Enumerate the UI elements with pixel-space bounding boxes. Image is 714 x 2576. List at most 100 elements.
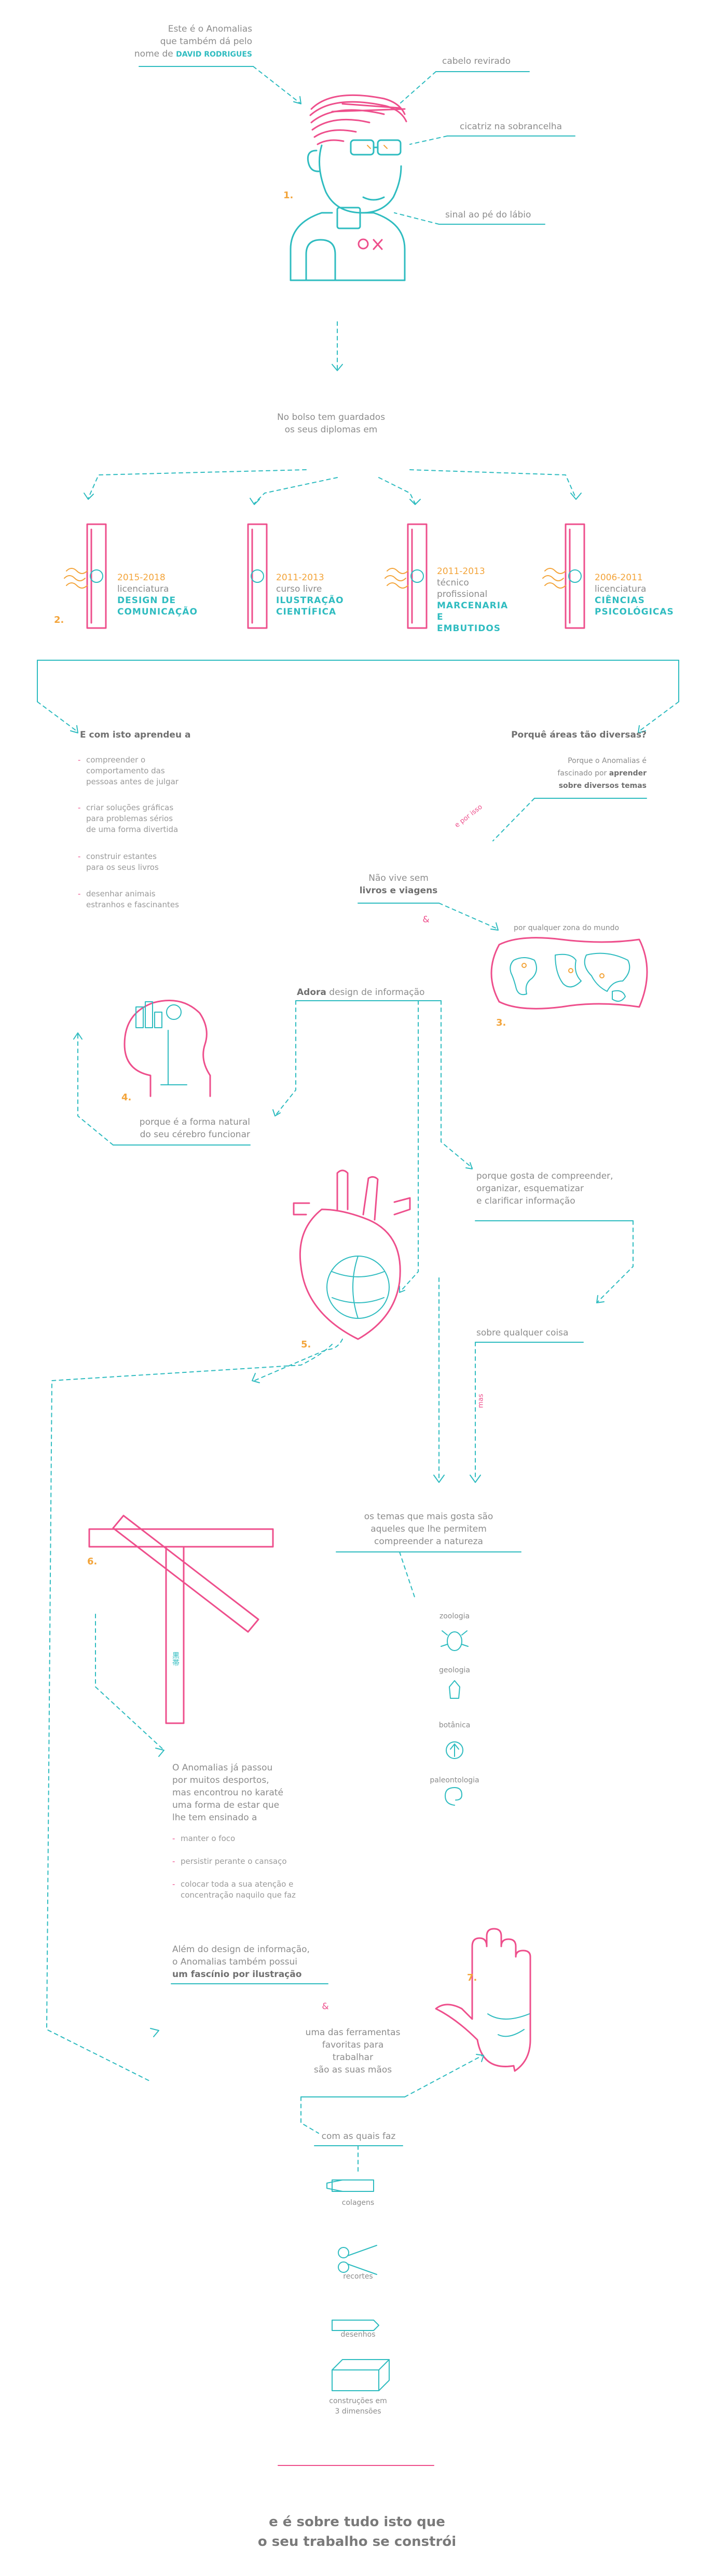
books-connector bbox=[358, 903, 499, 931]
tool-icons bbox=[326, 2179, 390, 2391]
label-eyebrow-scar: cicatriz na sobrancelha bbox=[460, 121, 562, 132]
reason-line-2: organizar, esquematizar bbox=[476, 1183, 584, 1194]
nature-connectors bbox=[336, 1277, 521, 1599]
diploma-woodwork: 2011-2013 técnico profissional MARCENARI… bbox=[437, 566, 509, 634]
diploma-years: 2011-2013 bbox=[276, 573, 324, 583]
intro-name: DAVID RODRIGUES bbox=[176, 50, 252, 59]
diploma-years: 2006-2011 bbox=[595, 573, 643, 583]
intro-line-1: Este é o Anomalias bbox=[168, 24, 252, 34]
label-lip-mark: sinal ao pé do lábio bbox=[445, 210, 531, 220]
world-map bbox=[490, 937, 648, 1010]
intro-line-3: nome de bbox=[134, 49, 173, 59]
karate-line-4: uma forma de estar que bbox=[172, 1800, 280, 1810]
karate-belt-illustration bbox=[88, 1515, 274, 1724]
diploma-design: 2015-2018 licenciatura DESIGN DE COMUNIC… bbox=[117, 572, 198, 618]
closing-line-2: o seu trabalho se constrói bbox=[257, 2534, 457, 2550]
karate-line-2: por muitos desportos, bbox=[172, 1775, 269, 1786]
learned-title: E com isto aprendeu a bbox=[80, 730, 191, 740]
adora-bold: Adora bbox=[297, 987, 326, 998]
why-line-1: Porque o Anomalias é bbox=[568, 757, 647, 765]
reason-text: porque gosta de compreender, organizar, … bbox=[476, 1170, 613, 1207]
learned-line: comportamento das bbox=[86, 766, 165, 775]
closing-line-1: e é sobre tudo isto que bbox=[269, 2514, 445, 2530]
tools-line-3: são as suas mãos bbox=[313, 2065, 392, 2075]
portrait-illustration bbox=[290, 94, 407, 281]
work-cutouts: recortes bbox=[343, 2272, 373, 2281]
learned-item: desenhar animais estranhos e fascinantes bbox=[78, 889, 179, 910]
label-hair: cabelo revirado bbox=[442, 56, 511, 66]
diploma-illustration: 2011-2013 curso livre ILUSTRAÇÃO CIENTÍF… bbox=[276, 572, 344, 618]
learned-line: pessoas antes de julgar bbox=[86, 777, 178, 786]
heart-number: 5. bbox=[301, 1339, 311, 1350]
diploma-name: COMUNICAÇÃO bbox=[117, 607, 198, 617]
brain-number: 4. bbox=[121, 1092, 132, 1103]
diploma-type: técnico profissional bbox=[437, 578, 488, 599]
diploma-psychology: 2006-2011 licenciatura CIÊNCIAS PSICOLÓG… bbox=[595, 572, 674, 618]
books-text: Não vive sem livros e viagens bbox=[358, 872, 439, 897]
ampersand-2: & bbox=[322, 2001, 329, 2012]
diploma-name: CIÊNCIAS bbox=[595, 595, 645, 606]
why-title: Porquê áreas tão diversas? bbox=[511, 730, 647, 740]
diploma-type: curso livre bbox=[276, 584, 322, 594]
adora-rest: design de informação bbox=[329, 987, 425, 998]
nature-text: os temas que mais gosta são aqueles que … bbox=[336, 1510, 521, 1548]
intro-line-2: que também dá pelo bbox=[160, 36, 252, 47]
portrait-number: 1. bbox=[283, 190, 294, 201]
diplomas-bracket bbox=[37, 660, 679, 733]
diploma-years: 2015-2018 bbox=[117, 573, 166, 583]
diploma-name: CIENTÍFICA bbox=[276, 607, 337, 617]
karate-item: colocar toda a sua atenção e concentraçã… bbox=[172, 1879, 296, 1901]
work-collage: colagens bbox=[341, 2199, 375, 2207]
diploma-name: PSICOLÓGICAS bbox=[595, 607, 674, 617]
why-bold: aprender bbox=[609, 769, 647, 778]
portrait-to-diplomas bbox=[332, 321, 343, 371]
learned-line: para os seus livros bbox=[86, 863, 159, 872]
diplomas-intro-line-2: os seus diplomas em bbox=[284, 425, 378, 435]
diplomas-fan bbox=[88, 469, 576, 504]
illustration-line-2: o Anomalias também possui bbox=[172, 1957, 297, 1967]
with-which: com as quais faz bbox=[321, 2131, 396, 2142]
ampersand: & bbox=[422, 915, 430, 925]
why-line-2: fascinado por bbox=[557, 769, 607, 778]
karate-text: O Anomalias já passou por muitos desport… bbox=[172, 1762, 283, 1824]
learned-line: desenhar animais bbox=[86, 889, 156, 898]
why-connector bbox=[492, 798, 647, 841]
nature-icons bbox=[441, 1630, 469, 1806]
world-number: 3. bbox=[496, 1017, 506, 1028]
learned-line: para problemas sérios bbox=[86, 814, 173, 823]
hand-number: 7. bbox=[467, 1972, 477, 1983]
nature-line-1: os temas que mais gosta são bbox=[364, 1511, 493, 1522]
about-anything: sobre qualquer coisa bbox=[476, 1328, 569, 1338]
brain-line-2: do seu cérebro funcionar bbox=[140, 1129, 250, 1140]
karate-line-1: O Anomalias já passou bbox=[172, 1763, 273, 1773]
nature-botany: botânica bbox=[438, 1721, 471, 1729]
learned-item: criar soluções gráficas para problemas s… bbox=[78, 802, 178, 835]
karate-item-line: persistir perante o cansaço bbox=[181, 1857, 287, 1866]
nature-geology: geologia bbox=[439, 1666, 470, 1674]
diploma-type: licenciatura bbox=[595, 584, 647, 594]
portrait-label-lines bbox=[394, 71, 575, 225]
hand-illustration bbox=[435, 1928, 531, 2072]
work-3d-line-1: construções em bbox=[329, 2397, 387, 2405]
why-text: Porque o Anomalias é fascinado por apren… bbox=[498, 755, 647, 792]
reason-line-1: porque gosta de compreender, bbox=[476, 1171, 613, 1181]
karate-line-5: lhe tem ensinado a bbox=[172, 1812, 257, 1823]
diploma-type: licenciatura bbox=[117, 584, 169, 594]
diplomas-intro: No bolso tem guardados os seus diplomas … bbox=[253, 411, 409, 436]
tools-text: uma das ferramentas favoritas para traba… bbox=[301, 2026, 405, 2076]
learned-item: construir estantes para os seus livros bbox=[78, 851, 159, 873]
brain-line-1: porque é a forma natural bbox=[139, 1117, 250, 1127]
work-drawings: desenhos bbox=[340, 2330, 376, 2339]
work-3d: construções em 3 dimensões bbox=[314, 2396, 402, 2417]
diploma-fan-arrows bbox=[84, 493, 582, 505]
tools-line-2: favoritas para trabalhar bbox=[322, 2040, 384, 2063]
nature-line-3: compreender a natureza bbox=[374, 1536, 483, 1547]
infodesign-connectors bbox=[73, 1000, 634, 1480]
illustration-text: Além do design de informação, o Anomalia… bbox=[172, 1943, 310, 1981]
diploma-name: MARCENARIA E bbox=[437, 601, 509, 622]
karate-number: 6. bbox=[87, 1556, 98, 1567]
work-3d-line-2: 3 dimensões bbox=[335, 2407, 381, 2416]
learned-item: compreender o comportamento das pessoas … bbox=[78, 755, 178, 787]
brain-head-illustration bbox=[123, 1000, 211, 1097]
karate-connectors bbox=[95, 1614, 328, 1984]
